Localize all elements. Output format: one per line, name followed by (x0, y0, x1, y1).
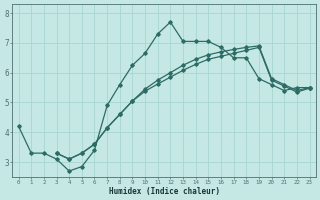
X-axis label: Humidex (Indice chaleur): Humidex (Indice chaleur) (108, 187, 220, 196)
